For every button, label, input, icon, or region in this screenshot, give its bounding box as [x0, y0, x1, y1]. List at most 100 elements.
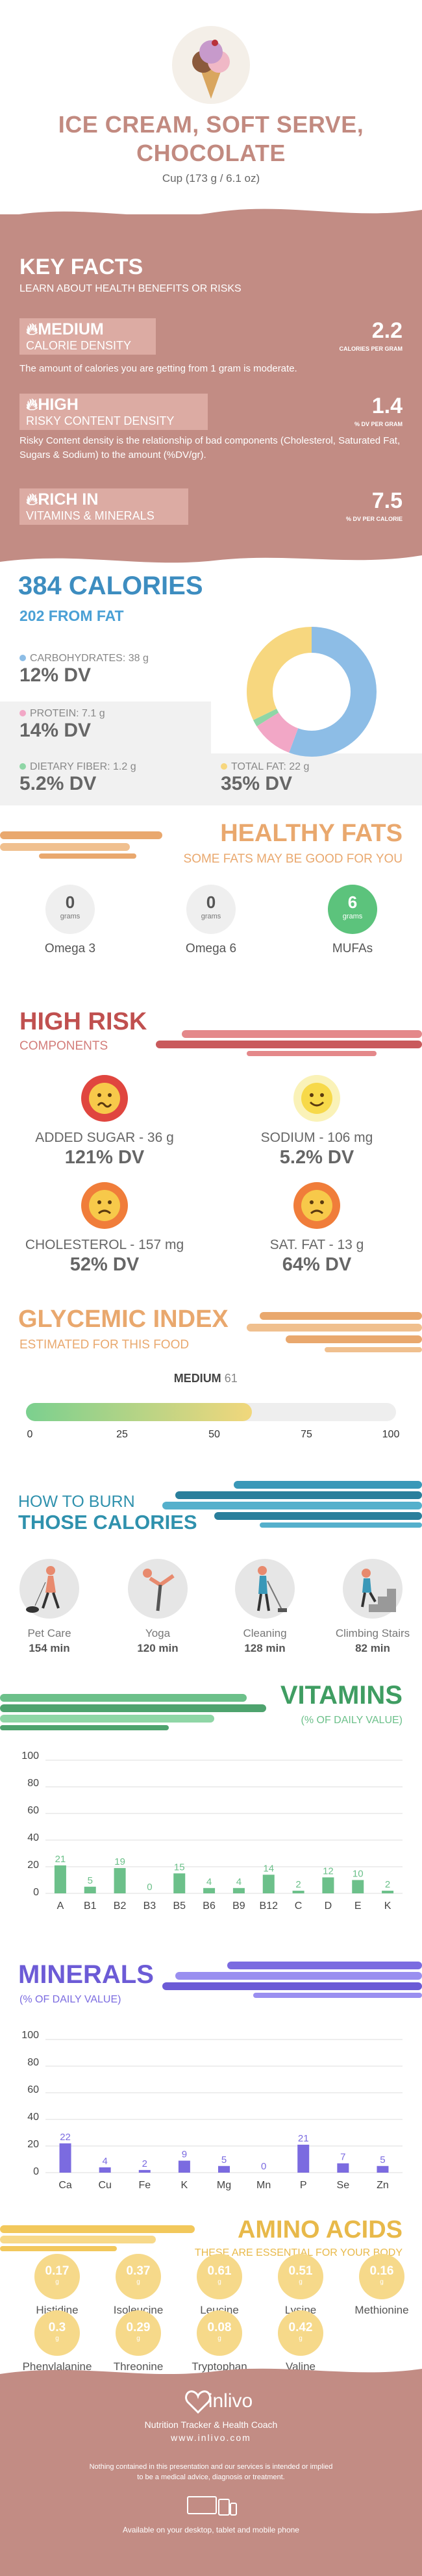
fiber-fat-band: [0, 753, 422, 805]
footer-brand: inlivo: [208, 2390, 253, 2412]
wave-bottom: [0, 549, 422, 563]
cleaning-label: Cleaning: [243, 1627, 287, 1639]
minerals-ytick-60: 60: [27, 2084, 39, 2095]
vitamins-density-unit: % DV PER CALORIE: [345, 516, 403, 522]
minerals-category-Mg: Mg: [217, 2180, 231, 2191]
glycemic-tick-0: 0: [27, 1429, 33, 1440]
minerals-ytick-40: 40: [27, 2112, 39, 2123]
yoga-minutes: 120 min: [137, 1642, 179, 1654]
serving-size: Cup (173 g / 6.1 oz): [162, 172, 260, 184]
amino-title: AMINO ACIDS: [237, 2216, 403, 2243]
risky-density-unit: % DV PER GRAM: [354, 421, 403, 427]
ice-cream-image: [172, 26, 250, 104]
vitamins-bar-B2: [114, 1868, 126, 1893]
sat-fat-label: SAT. FAT - 13 g: [269, 1237, 364, 1252]
vitamins-ytick-20: 20: [27, 1860, 39, 1871]
pet-care-image: [19, 1559, 79, 1619]
minerals-ytick-20: 20: [27, 2139, 39, 2150]
high-risk-subtitle: COMPONENTS: [19, 1039, 108, 1053]
vitamins-value-B2: 19: [114, 1856, 125, 1867]
vitamins-category-D: D: [325, 1900, 332, 1912]
vitamins-bar-B12: [262, 1875, 275, 1893]
cleaning-icon: [257, 1566, 287, 1612]
minerals-value-Mg: 5: [221, 2154, 227, 2166]
vitamins-value-K: 2: [385, 1879, 390, 1890]
glycemic-subtitle: ESTIMATED FOR THIS FOOD: [19, 1338, 190, 1352]
minerals-value-P: 21: [298, 2133, 309, 2144]
vitamins-density-value: 7.5: [371, 488, 403, 513]
minerals-category-Se: Se: [337, 2180, 350, 2191]
amino-circle: 0.51 g: [278, 2254, 323, 2299]
vitamins-category-A: A: [57, 1900, 64, 1912]
amino-label: Threonine: [113, 2360, 164, 2373]
cholesterol-dv: 52% DV: [69, 1254, 140, 1275]
stairs-icon: [361, 1569, 396, 1612]
vitamins-value-B12: 14: [263, 1863, 274, 1874]
calories-title: 384 CALORIES: [18, 572, 203, 600]
mufa-circle: 6 grams: [328, 885, 377, 934]
amino-circle: 0.17 g: [34, 2254, 80, 2299]
vitamins-ytick-100: 100: [21, 1750, 39, 1762]
vitamins-value-B3: 0: [147, 1882, 152, 1893]
risky-density-desc: Risky Content density is the relationshi…: [19, 435, 401, 461]
minerals-ytick-80: 80: [27, 2057, 39, 2068]
minerals-stripes: [162, 1962, 422, 1998]
footer-disclaimer-1: Nothing contained in this presentation a…: [89, 2463, 333, 2471]
cleaning-image: [235, 1559, 295, 1619]
climbing-stairs-label: Climbing Stairs: [335, 1627, 410, 1639]
protein-block: PROTEIN: 7.1 g 14% DV: [19, 708, 105, 741]
cholesterol-face: [81, 1182, 128, 1229]
heart-icon: [185, 2390, 237, 2416]
minerals-category-Ca: Ca: [58, 2180, 72, 2191]
amino-subtitle: THESE ARE ESSENTIAL FOR YOUR BODY: [194, 2247, 403, 2258]
key-facts-subtitle: LEARN ABOUT HEALTH BENEFITS OR RISKS: [19, 283, 242, 294]
carbs-dot: [19, 655, 26, 661]
amino-stripes: [0, 2225, 195, 2251]
vitamins-value-D: 12: [323, 1865, 334, 1876]
minerals-value-K: 9: [182, 2149, 187, 2160]
minerals-category-Fe: Fe: [138, 2180, 151, 2191]
calorie-density-desc: The amount of calories you are getting f…: [19, 363, 297, 374]
pet-care-icon: [26, 1566, 60, 1613]
omega6-circle: 0 grams: [186, 885, 236, 934]
calorie-density-tag: 🔥︎MEDIUM CALORIE DENSITY: [19, 318, 156, 355]
healthy-fats-title: HEALTHY FATS: [220, 820, 403, 847]
minerals-value-Ca: 22: [60, 2132, 71, 2143]
vitamins-bar-B1: [84, 1886, 96, 1893]
yoga-icon: [143, 1569, 175, 1611]
vitamins-category-B6: B6: [203, 1900, 216, 1912]
glycemic-bar-fill: [26, 1403, 252, 1421]
vitamins-bar-D: [322, 1877, 334, 1893]
glycemic-title: GLYCEMIC INDEX: [18, 1306, 229, 1333]
healthy-fats-subtitle: SOME FATS MAY BE GOOD FOR YOU: [183, 852, 403, 866]
sat-fat-face: [293, 1182, 340, 1229]
amino-circle: 0.08 g: [197, 2310, 242, 2356]
burn-stripes: [162, 1481, 422, 1528]
macronutrient-donut-chart: [247, 627, 377, 757]
vitamins-value-A: 21: [55, 1854, 66, 1865]
minerals-bar-P: [297, 2144, 310, 2173]
fiber-block: DIETARY FIBER: 1.2 g 5.2% DV: [19, 761, 136, 794]
minerals-category-K: K: [181, 2180, 188, 2191]
amino-circle: 0.3 g: [34, 2310, 80, 2356]
sodium-dv: 5.2% DV: [279, 1147, 354, 1168]
vitamins-ytick-0: 0: [33, 1887, 39, 1898]
footer-url[interactable]: www.inlivo.com: [171, 2432, 251, 2443]
burn-title-line1: HOW TO BURN: [18, 1493, 135, 1511]
amino-label: Phenylalanine: [22, 2360, 92, 2373]
vitamins-category-K: K: [384, 1900, 391, 1912]
minerals-value-Zn: 5: [380, 2154, 385, 2166]
amino-circle: 0.29 g: [116, 2310, 161, 2356]
glycemic-stripes: [247, 1312, 422, 1352]
minerals-value-Mn: 0: [261, 2161, 266, 2172]
vitamins-density-tag: 🔥︎RICH IN VITAMINS & MINERALS: [19, 488, 188, 525]
minerals-bar-chart: 22 Ca 4 Cu 2 Fe 9 K 5 Mg 0 Mn 21 P 7 Se 5 Zn: [45, 2039, 403, 2191]
carbs-block: CARBOHYDRATES: 38 g 12% DV: [19, 653, 149, 686]
pet-care-minutes: 154 min: [29, 1642, 70, 1654]
vitamins-value-B5: 15: [174, 1862, 185, 1873]
climbing-stairs-image: [343, 1559, 403, 1619]
sat-fat-dv: 64% DV: [282, 1254, 352, 1275]
minerals-value-Fe: 2: [142, 2158, 147, 2169]
vitamins-bar-B5: [173, 1873, 186, 1893]
